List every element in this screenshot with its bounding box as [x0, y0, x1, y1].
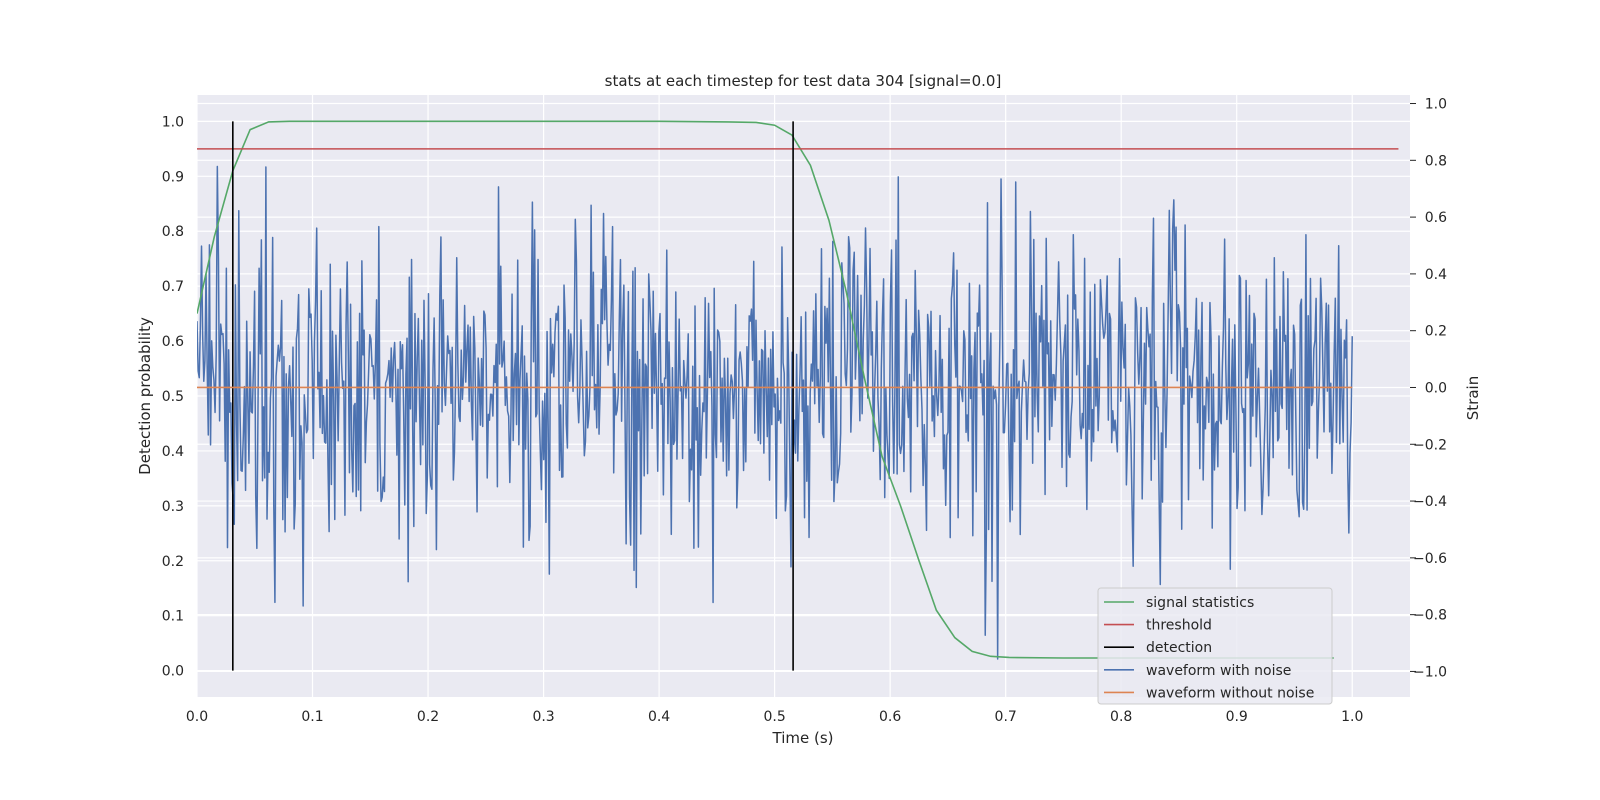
legend: signal statistics threshold detection wavef…	[1097, 587, 1333, 705]
x-tick-label: 0.3	[532, 709, 554, 725]
y-tick-label: 0.0	[162, 664, 184, 680]
y2-tick-label: −1.0	[1413, 664, 1447, 680]
legend-label: threshold	[1146, 618, 1212, 634]
y-tick-label: 0.6	[162, 334, 184, 350]
y-tick-label: 0.1	[162, 609, 184, 625]
series-line-waveform-with-noise	[197, 165, 1353, 660]
y2-axis-label: Strain	[1464, 376, 1482, 420]
y2-tick-label: −0.8	[1413, 608, 1447, 624]
y2-tick-label: 0.0	[1425, 380, 1447, 396]
series-layer	[197, 120, 1399, 671]
y-tick-label: 0.9	[162, 169, 184, 185]
y-tick-label: 0.4	[162, 444, 184, 460]
legend-label: waveform without noise	[1146, 685, 1314, 701]
y2-axis-ticks: −1.0 −0.8 −0.6 −0.4 −0.2 0.0 0.2 0.4 0.6 0.8 1.0	[1410, 97, 1447, 680]
x-tick-label: 0.6	[879, 709, 901, 725]
x-tick-label: 0.2	[417, 709, 439, 725]
series-line-signal-statistics	[197, 120, 1334, 659]
legend-label: detection	[1146, 640, 1212, 656]
x-tick-label: 0.5	[763, 709, 785, 725]
y-tick-label: 0.2	[162, 554, 184, 570]
y-tick-label: 0.3	[162, 499, 184, 515]
x-axis-label: Time (s)	[772, 729, 834, 747]
y2-tick-label: 0.4	[1425, 267, 1447, 283]
y-axis-ticks: 0.0 0.1 0.2 0.3 0.4 0.5 0.6 0.7 0.8 0.9 1.0	[162, 114, 184, 679]
y2-tick-label: 0.6	[1425, 210, 1447, 226]
x-tick-label: 0.8	[1110, 709, 1132, 725]
x-tick-label: 1.0	[1341, 709, 1363, 725]
legend-box	[1097, 587, 1333, 705]
y-tick-label: 0.5	[162, 389, 184, 405]
legend-label: signal statistics	[1146, 595, 1254, 611]
y2-tick-label: 0.2	[1425, 324, 1447, 340]
x-tick-label: 0.1	[301, 709, 323, 725]
x-tick-label: 0.9	[1226, 709, 1248, 725]
chart-title: stats at each timestep for test data 304…	[605, 72, 1002, 90]
y-tick-label: 0.8	[162, 224, 184, 240]
x-axis-ticks: 0.0 0.1 0.2 0.3 0.4 0.5 0.6 0.7 0.8 0.9 1.0	[186, 709, 1364, 725]
x-tick-label: 0.4	[648, 709, 670, 725]
y2-tick-label: 1.0	[1425, 97, 1447, 113]
y-axis-label: Detection probability	[136, 317, 154, 475]
y2-tick-label: −0.4	[1413, 494, 1447, 510]
legend-label: waveform with noise	[1146, 663, 1291, 679]
y-tick-label: 0.7	[162, 279, 184, 295]
y2-tick-label: 0.8	[1425, 153, 1447, 169]
x-tick-label: 0.7	[995, 709, 1017, 725]
y-tick-label: 1.0	[162, 114, 184, 130]
y2-tick-label: −0.2	[1413, 437, 1447, 453]
y2-tick-label: −0.6	[1413, 551, 1447, 567]
x-tick-label: 0.0	[186, 709, 208, 725]
